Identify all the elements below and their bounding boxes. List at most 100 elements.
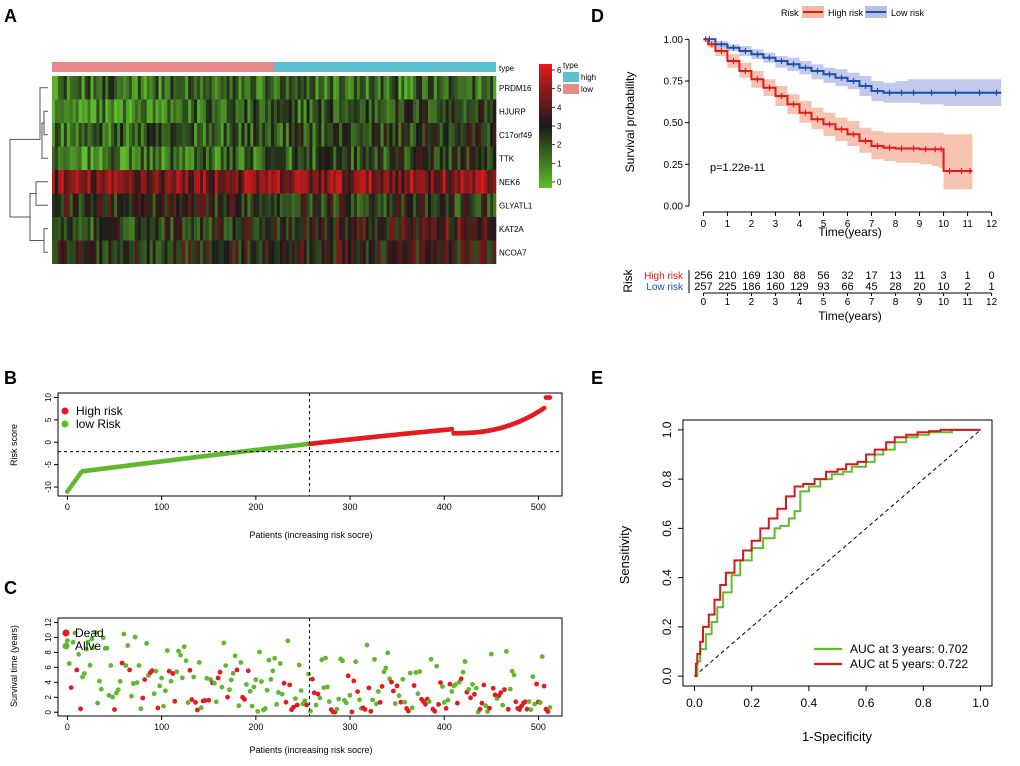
heatmap-cell	[380, 193, 384, 217]
km-band-high	[703, 39, 973, 190]
heatmap-cell	[208, 99, 213, 123]
alive-point	[483, 703, 489, 709]
alive-point	[144, 641, 150, 646]
heatmap-cell	[460, 217, 464, 241]
alive-point	[511, 672, 517, 678]
risk-table-tick-label: 7	[869, 297, 875, 308]
heatmap-cell	[54, 217, 59, 241]
alive-point	[445, 697, 451, 703]
heatmap-cell	[117, 170, 121, 194]
dead-point	[468, 695, 473, 701]
heatmap-cell	[134, 217, 139, 241]
heatmap-cell	[87, 193, 91, 217]
dead-point	[487, 705, 492, 711]
heatmap-cell	[146, 76, 150, 100]
heatmap-cell	[472, 217, 476, 241]
heatmap-cell	[285, 76, 290, 100]
heatmap-cell	[469, 193, 473, 217]
dead-point	[389, 679, 394, 685]
heatmap-cell	[170, 76, 174, 100]
heatmap-cell	[72, 99, 76, 123]
y-tick-label: 5	[44, 417, 53, 422]
heatmap-cell	[149, 193, 153, 217]
heatmap-cell	[57, 217, 62, 241]
heatmap-cell	[152, 99, 156, 123]
heatmap-cell	[161, 217, 165, 241]
heatmap-cell	[250, 99, 254, 123]
heatmap-cell	[445, 170, 449, 194]
heatmap-cell	[330, 217, 334, 241]
heatmap-cell	[463, 193, 467, 217]
alive-point	[347, 692, 353, 698]
alive-point	[466, 687, 472, 692]
heatmap-cell	[276, 99, 281, 123]
heatmap-cell	[208, 76, 213, 100]
km-y-tick-label: 0.50	[664, 118, 684, 129]
heatmap-cell	[339, 76, 343, 100]
panel-label-b: B	[4, 368, 17, 388]
heatmap-cell	[176, 193, 180, 217]
heatmap-cell	[377, 240, 381, 264]
dead-point	[166, 668, 172, 674]
dead-point	[119, 660, 125, 666]
heatmap-cell	[484, 240, 488, 264]
km-curve-high	[703, 38, 973, 172]
heatmap-cell	[93, 240, 97, 264]
heatmap-cell	[288, 240, 293, 264]
heatmap-cell	[271, 123, 275, 147]
heatmap-cell	[306, 123, 310, 147]
heatmap-cell	[410, 193, 414, 217]
heatmap-cell	[75, 217, 79, 241]
heatmap-cell	[194, 217, 198, 241]
heatmap-cell	[484, 99, 488, 123]
heatmap-cell	[424, 146, 429, 170]
heatmap-cell	[57, 170, 62, 194]
alive-point	[417, 669, 423, 674]
heatmap-cell	[182, 193, 186, 217]
heatmap-cell	[315, 99, 319, 123]
heatmap-cell	[235, 240, 239, 264]
heatmap-cell	[285, 217, 290, 241]
dead-point	[315, 691, 321, 697]
heatmap-cell	[430, 146, 435, 170]
heatmap-cell	[330, 76, 334, 100]
heatmap-cell	[460, 123, 464, 147]
heatmap-cell	[410, 170, 414, 194]
heatmap-cell	[380, 240, 384, 264]
risk-table-cell: 88	[793, 270, 805, 282]
heatmap-cell	[398, 240, 402, 264]
heatmap-cell	[93, 193, 97, 217]
heatmap-cell	[102, 76, 106, 100]
heatmap-cell	[96, 170, 100, 194]
heatmap-cell	[339, 217, 343, 241]
km-x-tick-label: 7	[869, 219, 875, 230]
heatmap-cell	[413, 240, 417, 264]
heatmap-cell	[81, 217, 85, 241]
heatmap-cell	[211, 240, 216, 264]
heatmap-cell	[333, 123, 337, 147]
heatmap-cell	[126, 240, 130, 264]
heatmap-cell	[170, 99, 174, 123]
heatmap-cell	[66, 240, 71, 264]
risk-score-point	[541, 405, 547, 411]
heatmap-cell	[327, 99, 331, 123]
heatmap-cell	[120, 170, 124, 194]
heatmap-cell	[345, 193, 349, 217]
dead-point	[202, 698, 208, 703]
heatmap-cell	[312, 193, 316, 217]
roc-y-tick-label: 0.4	[660, 569, 674, 586]
heatmap-cell	[291, 170, 296, 194]
heatmap-cell	[419, 76, 423, 100]
heatmap-cell	[327, 146, 331, 170]
y-tick-label: 0	[44, 710, 53, 715]
heatmap-cell	[188, 146, 192, 170]
alive-point	[449, 689, 455, 694]
heatmap-cell	[274, 76, 278, 100]
annotation-label: type	[499, 64, 515, 73]
heatmap-cell	[274, 146, 278, 170]
heatmap-cell	[268, 76, 272, 100]
heatmap-cell	[66, 217, 71, 241]
heatmap-cell	[211, 193, 216, 217]
alive-point	[319, 657, 325, 663]
